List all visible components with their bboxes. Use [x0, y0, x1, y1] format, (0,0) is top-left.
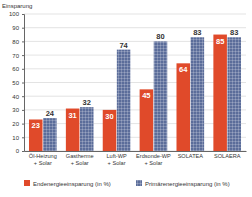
y-tick-mark [22, 110, 24, 111]
y-tick: 30 [12, 107, 24, 113]
data-label: 45 [142, 91, 150, 100]
y-tick: 50 [12, 80, 24, 86]
bars [29, 35, 241, 151]
data-label: 74 [119, 41, 128, 50]
x-tick-label: Erdsonde-WP+ Solar [136, 153, 171, 166]
legend-swatch [24, 180, 30, 186]
grid-line [24, 96, 246, 97]
y-tick-label: 10 [12, 135, 19, 141]
y-tick-mark [22, 14, 24, 15]
y-tick-label: 80 [12, 39, 19, 45]
grid-line [24, 137, 246, 138]
bar [29, 119, 43, 151]
y-tick: 0 [16, 148, 24, 154]
data-label: 80 [156, 32, 164, 41]
grid-line [24, 41, 246, 42]
bar [191, 37, 205, 151]
y-tick-label: 50 [12, 80, 19, 86]
y-tick: 80 [12, 39, 24, 45]
data-label: 83 [193, 28, 201, 37]
x-tick: SOLAERA [214, 151, 241, 159]
bar [213, 35, 227, 151]
grid-line [24, 14, 246, 15]
x-tick-label: Gastherme+ Solar [66, 153, 94, 166]
x-tick: Gastherme+ Solar [66, 151, 94, 166]
plot: 0 10 20 30 40 50 60 70 80 90 100 23 31 30 45 64 85 24 32 74… [9, 11, 247, 166]
data-label: 23 [32, 121, 40, 130]
bar [66, 109, 80, 151]
grid-line [24, 109, 246, 110]
legend-label: Primärenergieeinsparung (in %) [145, 181, 230, 187]
bar [43, 118, 57, 151]
data-label: 85 [216, 37, 224, 46]
x-tick: Erdsonde-WP+ Solar [136, 151, 171, 166]
y-tick: 40 [12, 94, 24, 100]
y-tick-mark [22, 41, 24, 42]
grid-line [24, 55, 246, 56]
y-tick-label: 40 [12, 94, 19, 100]
bar [117, 50, 131, 151]
y-tick-label: 20 [12, 121, 19, 127]
y-tick-mark [22, 96, 24, 97]
x-tick-label: SOLAERA [214, 153, 241, 159]
grid [24, 14, 246, 151]
bar [140, 89, 154, 151]
x-axis: Öl-Heizung+ Solar Gastherme+ Solar Luft-WP… [25, 151, 247, 166]
bar [154, 41, 168, 151]
legend-item: Primärenergieeinsparung (in %) [136, 180, 230, 187]
grid-line [24, 68, 246, 69]
legend-label: Endenergieeinsparung (in %) [33, 181, 111, 187]
grid-line [24, 82, 246, 83]
y-tick-mark [22, 28, 24, 29]
y-tick-mark [22, 137, 24, 138]
y-tick-mark [22, 83, 24, 84]
legend: Endenergieeinsparung (in %) Primärenergie… [24, 180, 230, 187]
data-label: 30 [105, 112, 113, 121]
x-axis-line [25, 151, 247, 152]
y-tick-label: 90 [12, 25, 19, 31]
x-tick: Luft-WP+ Solar [106, 151, 126, 166]
y-tick: 90 [12, 25, 24, 31]
y-axis: 0 10 20 30 40 50 60 70 80 90 100 [9, 11, 25, 154]
data-label: 64 [179, 65, 188, 74]
y-tick-label: 100 [9, 11, 20, 17]
grid-line [24, 123, 246, 124]
data-label: 31 [68, 111, 76, 120]
chart: 0 10 20 30 40 50 60 70 80 90 100 23 31 30 45 64 85 24 32 74… [0, 0, 252, 197]
data-labels: 23 31 30 45 64 85 24 32 74 80 83 83 [32, 28, 239, 130]
bar [103, 110, 117, 151]
x-tick-label: SOLATEA [178, 153, 204, 159]
x-tick: SOLATEA [178, 151, 204, 159]
y-axis-line [22, 15, 25, 152]
bar [176, 63, 190, 151]
y-tick: 60 [12, 66, 24, 72]
y-tick: 10 [12, 135, 24, 141]
legend-item: Endenergieeinsparung (in %) [24, 180, 111, 187]
grid-line [24, 151, 246, 152]
grid-line [24, 27, 246, 28]
y-axis-title: Einsparung [2, 3, 32, 9]
y-tick-mark [22, 69, 24, 70]
data-label: 83 [230, 28, 238, 37]
x-tick-label: Öl-Heizung+ Solar [29, 153, 57, 166]
data-label: 24 [46, 109, 55, 118]
y-tick-label: 30 [12, 107, 19, 113]
y-tick-mark [22, 124, 24, 125]
bar [227, 37, 241, 151]
y-tick: 100 [9, 11, 24, 17]
x-tick-label: Luft-WP+ Solar [106, 153, 126, 166]
bar [80, 107, 94, 151]
y-tick: 20 [12, 121, 24, 127]
y-tick-label: 70 [12, 53, 19, 59]
y-tick-mark [22, 151, 24, 152]
y-tick-label: 60 [12, 66, 19, 72]
legend-swatch [136, 180, 142, 186]
data-label: 32 [83, 98, 91, 107]
x-tick: Öl-Heizung+ Solar [29, 151, 57, 166]
y-tick-label: 0 [16, 148, 20, 154]
y-tick: 70 [12, 53, 24, 59]
y-tick-mark [22, 55, 24, 56]
